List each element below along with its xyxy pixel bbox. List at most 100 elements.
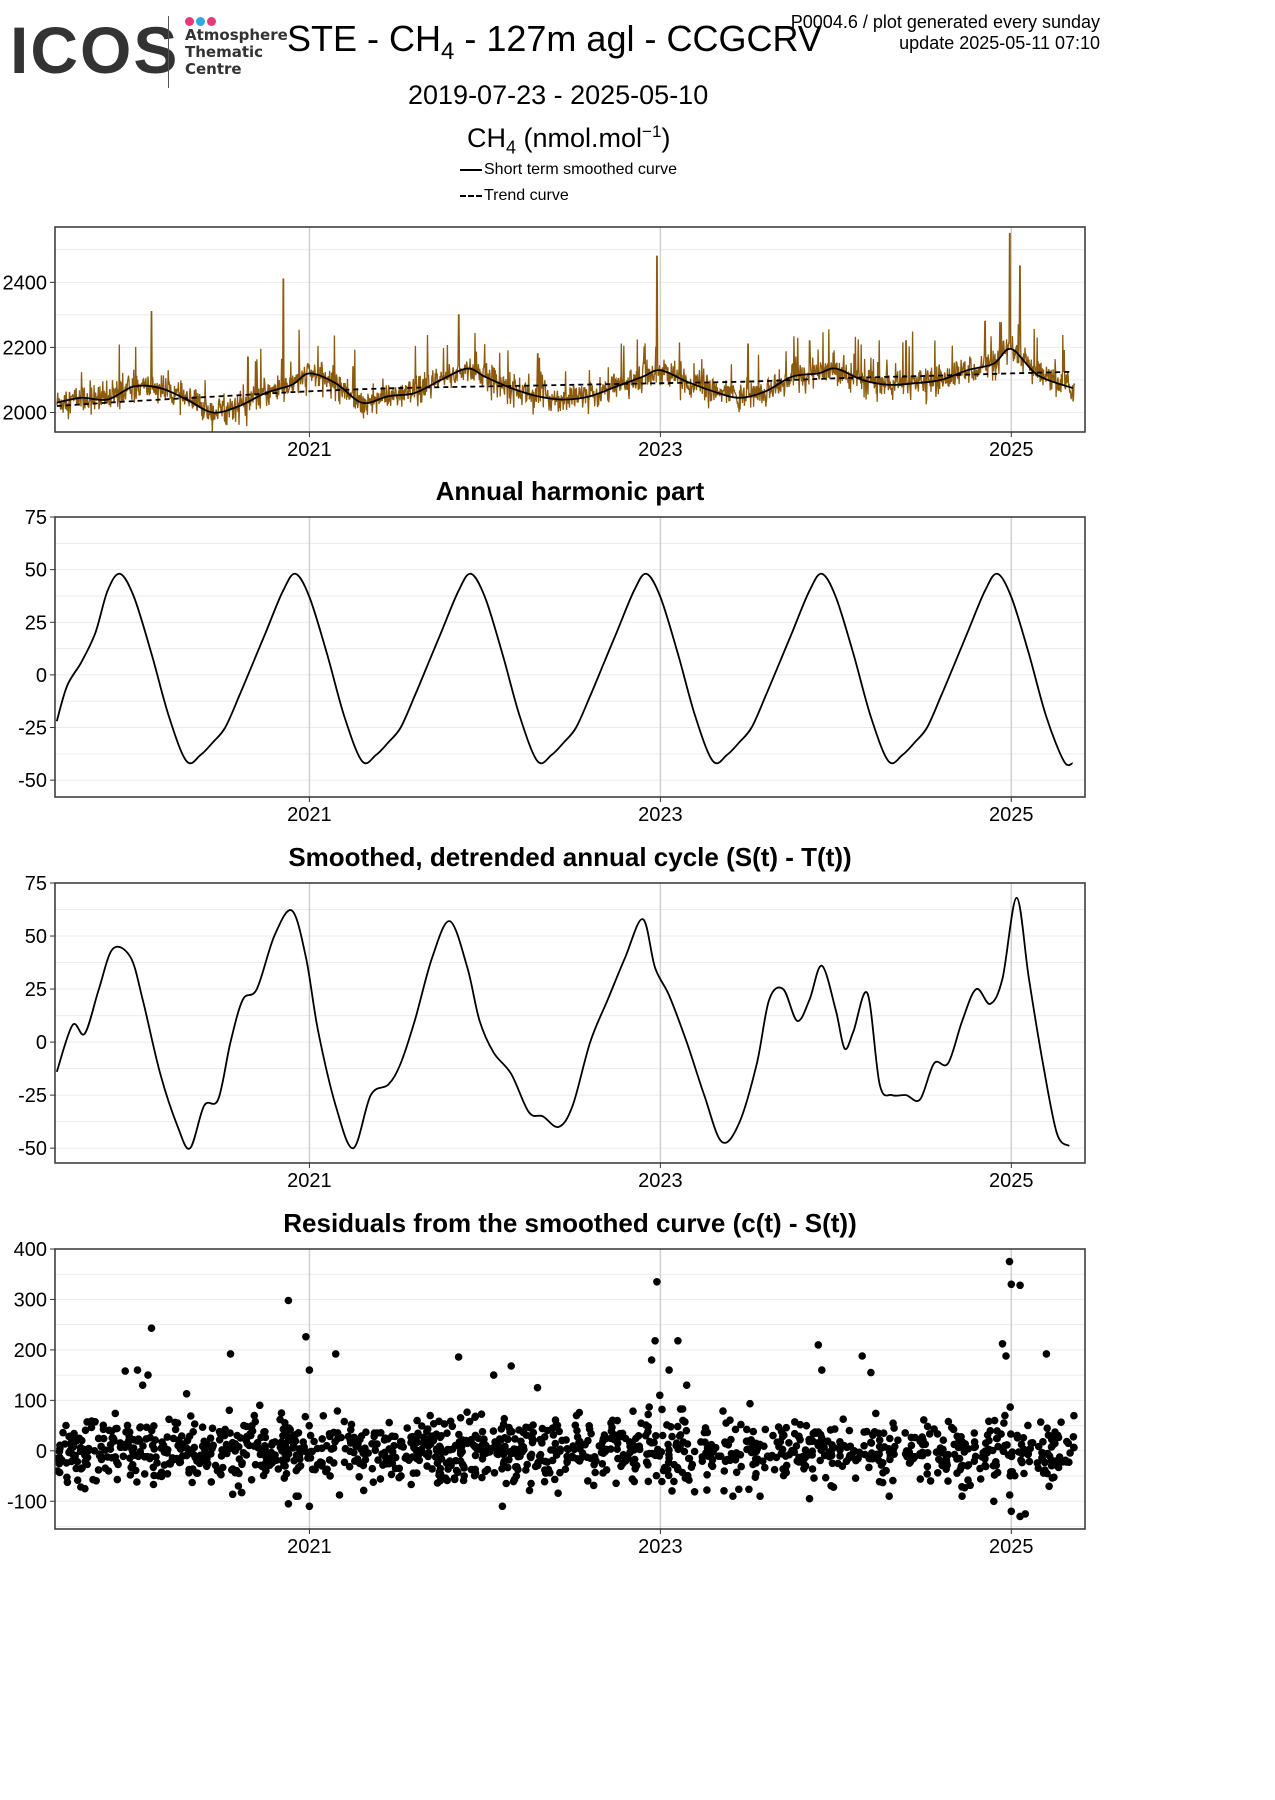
series-line <box>55 896 1070 1150</box>
residual-point <box>490 1469 499 1477</box>
residual-point <box>356 1459 364 1468</box>
residual-point <box>388 1448 397 1456</box>
residual-point <box>437 1432 446 1440</box>
residual-point <box>664 1440 672 1449</box>
residual-point <box>452 1466 461 1475</box>
residual-point <box>73 1476 82 1484</box>
residual-point <box>292 1451 301 1459</box>
residual-point <box>500 1414 509 1423</box>
residual-point <box>925 1430 934 1438</box>
residual-point <box>813 1439 822 1447</box>
residual-point <box>318 1444 326 1453</box>
residual-point <box>1024 1421 1032 1430</box>
residual-point <box>889 1476 897 1485</box>
residual-point <box>313 1460 322 1469</box>
residual-point <box>146 1454 154 1463</box>
logo-subtitle: Atmosphere Thematic Centre <box>185 27 288 78</box>
residual-point <box>796 1436 804 1444</box>
residual-point <box>352 1442 360 1450</box>
residual-point <box>634 1432 643 1440</box>
residual-point <box>385 1418 394 1427</box>
residual-outlier-point <box>147 1324 156 1332</box>
residual-point <box>90 1447 99 1455</box>
residual-point <box>717 1452 725 1460</box>
residual-point <box>171 1418 179 1427</box>
residual-point <box>707 1461 716 1469</box>
residual-point <box>875 1477 884 1486</box>
product-line: P0004.6 / plot generated every sunday <box>790 12 1100 32</box>
residual-point <box>526 1423 534 1432</box>
residual-point <box>63 1478 72 1487</box>
x-tick-label: 2023 <box>638 1536 683 1558</box>
residual-point <box>1001 1411 1009 1420</box>
residual-point <box>228 1466 236 1474</box>
residual-point <box>70 1438 78 1446</box>
residual-point <box>851 1474 860 1482</box>
plot-area <box>55 1257 1078 1521</box>
residual-point <box>607 1427 616 1436</box>
residual-point <box>597 1448 606 1457</box>
residual-point <box>361 1444 369 1452</box>
logo-divider <box>168 16 169 88</box>
residual-point <box>236 1434 245 1442</box>
residual-point <box>723 1455 731 1464</box>
residual-point <box>865 1463 873 1472</box>
residual-point <box>1028 1439 1037 1447</box>
residual-point <box>563 1445 571 1453</box>
residual-point <box>971 1452 980 1461</box>
residual-point <box>507 1449 515 1458</box>
residual-point <box>318 1435 327 1443</box>
residual-point <box>62 1459 71 1467</box>
residual-point <box>719 1407 727 1415</box>
residual-point <box>990 1416 999 1425</box>
residual-point <box>176 1445 185 1453</box>
residual-point <box>142 1423 151 1432</box>
residual-point <box>235 1469 243 1478</box>
y-tick-label: 0 <box>36 1441 47 1463</box>
residual-point <box>658 1405 666 1414</box>
residual-point <box>1045 1482 1053 1491</box>
residual-outlier-point <box>498 1502 507 1511</box>
product-info: P0004.6 / plot generated every sunday up… <box>791 12 1100 54</box>
residual-point <box>907 1441 916 1450</box>
residual-point <box>340 1417 349 1426</box>
residual-point <box>753 1445 762 1453</box>
residual-point <box>572 1411 581 1420</box>
residual-point <box>842 1457 851 1466</box>
residual-point <box>190 1451 198 1459</box>
residual-point <box>785 1439 793 1447</box>
residual-point <box>923 1470 931 1478</box>
residual-point <box>685 1454 694 1463</box>
residual-point <box>228 1490 237 1499</box>
residual-outlier-point <box>1007 1507 1016 1516</box>
x-tick-label: 2023 <box>638 439 683 461</box>
residual-point <box>1047 1435 1056 1444</box>
residual-point <box>183 1451 191 1459</box>
residual-point <box>536 1435 544 1444</box>
x-tick-label: 2023 <box>638 1170 683 1192</box>
residual-point <box>413 1452 421 1461</box>
residual-point <box>976 1475 985 1483</box>
y-tick-label: -100 <box>7 1491 47 1513</box>
residual-point <box>561 1465 570 1473</box>
residual-point <box>460 1464 468 1472</box>
residual-point <box>81 1451 89 1459</box>
residual-outlier-point <box>1007 1280 1016 1289</box>
x-tick-label: 2021 <box>287 1536 332 1558</box>
residual-point <box>548 1456 557 1465</box>
residual-point <box>1020 1469 1028 1478</box>
residual-point <box>673 1422 682 1431</box>
y-tick-label: -50 <box>18 770 47 792</box>
residual-point <box>361 1455 370 1464</box>
residual-point <box>569 1442 577 1450</box>
residual-point <box>189 1465 197 1473</box>
residual-point <box>165 1459 173 1468</box>
residual-point <box>171 1425 180 1434</box>
x-tick-label: 2025 <box>989 1170 1034 1192</box>
panel-title: Smoothed, detrended annual cycle (S(t) -… <box>288 842 851 872</box>
residual-point <box>152 1453 160 1461</box>
residual-point <box>341 1444 350 1453</box>
residual-point <box>347 1426 355 1434</box>
residual-point <box>821 1473 830 1482</box>
x-tick-label: 2025 <box>989 804 1034 826</box>
